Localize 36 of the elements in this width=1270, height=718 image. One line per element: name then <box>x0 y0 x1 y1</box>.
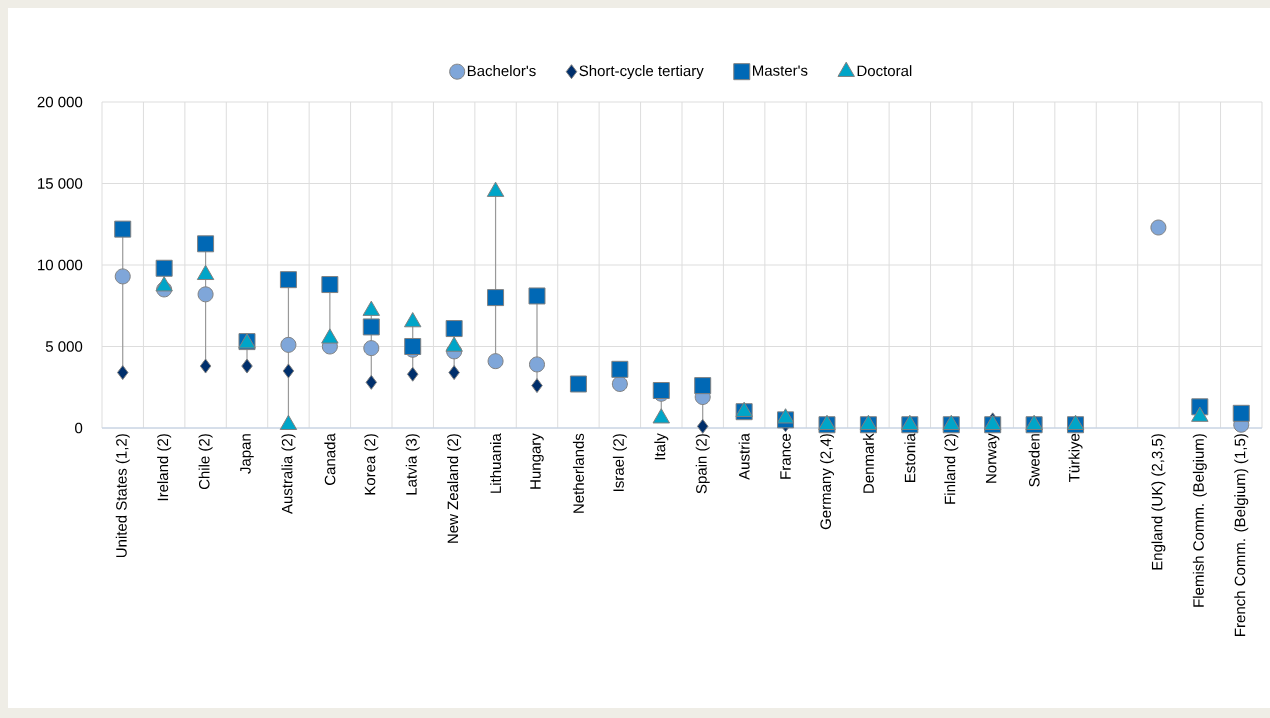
y-tick-label: 5 000 <box>45 341 83 352</box>
x-tick-label: Australia (2) <box>281 434 296 515</box>
x-tick-label: England (UK) (2,3,5) <box>1151 434 1166 570</box>
legend-label: Bachelor's <box>467 65 536 77</box>
x-tick-label: Austria <box>738 433 750 480</box>
x-tick-label: Netherlands <box>572 433 584 513</box>
y-tick-label: 20 000 <box>37 96 83 108</box>
y-tick-label: 15 000 <box>38 178 83 189</box>
x-tick-label: United States (1,2) <box>115 434 130 558</box>
x-tick-label: Germany (2,4) <box>819 434 834 530</box>
x-tick-label: Norway <box>985 433 1000 483</box>
y-tick-label: 0 <box>75 422 83 434</box>
x-tick-label: Denmark <box>862 433 874 493</box>
legend-label: Master's <box>753 65 808 76</box>
x-tick-label: Japan <box>240 434 254 474</box>
x-tick-label: Flemish Comm. (Belgium) <box>1192 434 1207 607</box>
x-tick-label: Sweden <box>1028 434 1040 487</box>
y-tick-label: 10 000 <box>38 259 83 271</box>
x-tick-label: Lithuania <box>490 433 502 493</box>
x-tick-label: French Comm. (Belgium) (1,5) <box>1234 434 1249 636</box>
x-tick-label: Israel (2) <box>612 434 627 491</box>
x-tick-label: New Zealand (2) <box>447 434 462 543</box>
x-tick-label: Estonia <box>904 433 916 482</box>
x-tick-label: Latvia (3) <box>405 434 420 495</box>
x-tick-label: Korea (2) <box>364 434 379 495</box>
x-tick-label: Türkiye <box>1068 433 1083 483</box>
x-tick-label: Canada <box>324 433 336 485</box>
x-tick-label: Spain (2) <box>695 434 710 494</box>
x-tick-label: Ireland (2) <box>157 434 172 501</box>
x-tick-label: Italy <box>654 433 669 460</box>
x-tick-label: Finland (2) <box>944 434 959 504</box>
legend-label: Short-cycle tertiary <box>579 65 704 80</box>
x-tick-label: Chile (2) <box>198 434 213 490</box>
x-tick-label: Hungary <box>530 433 544 489</box>
x-tick-label: France <box>780 433 791 479</box>
legend-label: Doctoral <box>857 65 912 77</box>
